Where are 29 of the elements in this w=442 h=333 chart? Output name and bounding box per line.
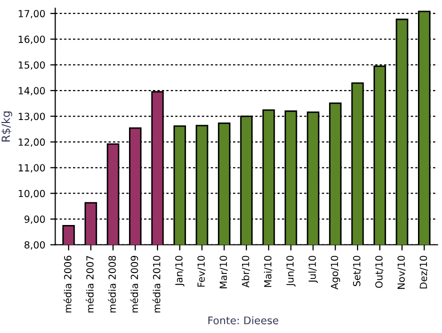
x-tick-label: Mar/10 [220,256,228,288]
x-tick-label: Ago/10 [330,256,340,290]
x-tick-label: média 2006 [63,256,72,312]
y-tick-label: 8,00 [24,241,45,250]
x-tick-label: Nov/10 [397,256,406,289]
y-tick-label: 17,00 [18,10,45,18]
x-tick-label: Set/10 [353,256,362,286]
x-tick-label: média 2008 [108,256,116,312]
x-tick-label: Dez/10 [420,256,428,288]
y-tick-label: 12,00 [18,138,45,147]
y-tick-label: 11,00 [18,164,45,172]
y-axis-title: R$/kg [1,112,12,142]
x-tick-label: média 2009 [130,256,138,312]
x-tick-label: Out/10 [375,256,384,288]
y-tick-label: 13,00 [18,112,45,122]
y-tick-label: 10,00 [18,190,45,198]
y-tick-label: 16,00 [18,36,45,44]
x-tick-label: Mai/10 [264,256,272,287]
y-tick-label: 9,00 [24,216,45,224]
x-tick-label: Jun/10 [286,256,296,287]
y-tick-label: 14,00 [18,87,45,96]
x-tick-label: média 2007 [86,256,94,312]
x-tick-label: Jan/10 [175,256,184,286]
y-tick-label: 15,00 [18,61,45,70]
x-tick-label: Jul/10 [308,256,318,284]
x-tick-label: média 2010 [152,256,160,312]
x-tick-label: Fev/10 [197,256,206,287]
x-tick-label: Abr/10 [242,256,250,288]
source-note: Fonte: Dieese [208,316,278,324]
